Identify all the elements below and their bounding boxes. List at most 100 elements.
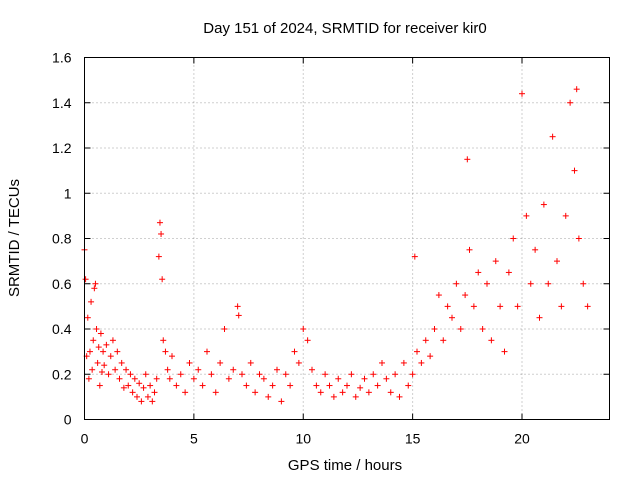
data-point <box>278 398 285 405</box>
data-point <box>339 389 346 396</box>
data-point <box>129 389 136 396</box>
data-point <box>505 269 512 276</box>
data-point <box>269 382 276 389</box>
data-point <box>142 371 149 378</box>
data-point <box>109 337 116 344</box>
data-point <box>282 371 289 378</box>
data-point <box>134 393 140 400</box>
x-tick-label: 5 <box>190 431 198 447</box>
data-point <box>475 269 482 276</box>
grid <box>84 57 610 420</box>
data-point <box>575 235 582 242</box>
data-point <box>464 156 471 163</box>
data-point <box>182 389 189 396</box>
data-point <box>164 366 171 373</box>
data-point <box>400 359 407 366</box>
x-tick-label: 20 <box>514 431 530 447</box>
data-point <box>300 326 307 332</box>
data-point <box>92 280 99 287</box>
data-point <box>304 337 311 344</box>
data-point <box>127 371 134 378</box>
data-point <box>492 258 499 265</box>
data-point <box>151 389 158 396</box>
data-point <box>523 212 530 219</box>
data-point <box>96 382 103 389</box>
data-point <box>114 348 121 355</box>
data-point <box>287 382 294 389</box>
data-point <box>195 366 202 373</box>
data-point <box>348 371 355 378</box>
data-point <box>510 235 517 242</box>
data-point <box>344 382 350 389</box>
data-point <box>330 393 337 400</box>
y-tick-label: 0 <box>64 412 72 428</box>
data-point <box>204 348 210 355</box>
data-point <box>571 167 578 174</box>
data-point <box>101 362 108 369</box>
data-point <box>136 380 143 387</box>
data-point <box>166 375 173 382</box>
data-point <box>118 359 125 366</box>
data-point <box>100 348 107 355</box>
data-point <box>149 398 156 405</box>
data-point <box>94 359 101 366</box>
axis-ticks <box>84 57 610 420</box>
data-point <box>444 303 451 310</box>
data-point <box>247 359 254 366</box>
data-point <box>177 371 184 378</box>
data-point <box>225 375 232 382</box>
data-point <box>147 382 154 389</box>
data-point <box>103 341 110 348</box>
data-point <box>217 359 224 366</box>
plot-frame <box>84 57 610 420</box>
data-point <box>89 366 96 373</box>
data-point <box>230 366 237 373</box>
data-point <box>95 344 102 351</box>
data-point <box>409 371 416 378</box>
data-point <box>418 359 425 366</box>
y-axis-label: SRMTID / TECUs <box>6 179 23 297</box>
data-point <box>462 292 469 299</box>
y-tick-label: 0.8 <box>52 231 72 247</box>
data-point <box>352 393 359 400</box>
data-point <box>440 337 447 344</box>
y-tick-label: 1 <box>64 185 72 201</box>
data-point <box>116 375 123 382</box>
data-point <box>221 326 228 332</box>
data-point <box>99 368 105 375</box>
data-point <box>379 359 385 366</box>
data-point <box>155 253 162 260</box>
data-point <box>234 303 241 310</box>
data-point <box>190 375 197 382</box>
data-point <box>313 382 320 389</box>
data-point <box>144 393 151 400</box>
data-point <box>479 326 486 332</box>
data-point <box>422 337 429 344</box>
data-point <box>532 246 539 253</box>
data-point <box>383 375 390 382</box>
y-tick-label: 1.2 <box>52 140 72 156</box>
data-point <box>91 285 98 292</box>
data-point <box>212 389 219 396</box>
data-point <box>414 348 420 355</box>
data-point <box>562 212 569 219</box>
data-point <box>120 384 127 391</box>
data-point <box>435 292 442 299</box>
data-point <box>519 90 525 97</box>
data-point <box>322 371 329 378</box>
data-point <box>501 348 508 355</box>
data-point <box>584 303 591 310</box>
data-point <box>208 371 215 378</box>
data-point <box>309 366 315 373</box>
data-point <box>357 384 364 391</box>
data-point <box>156 219 163 226</box>
y-tick-label: 0.4 <box>52 321 72 337</box>
x-axis-label: GPS time / hours <box>288 457 402 474</box>
data-point <box>235 312 242 319</box>
data-point <box>545 280 552 287</box>
data-point <box>488 337 495 344</box>
data-point <box>361 375 368 382</box>
data-point <box>573 86 580 93</box>
data-point <box>88 298 95 305</box>
